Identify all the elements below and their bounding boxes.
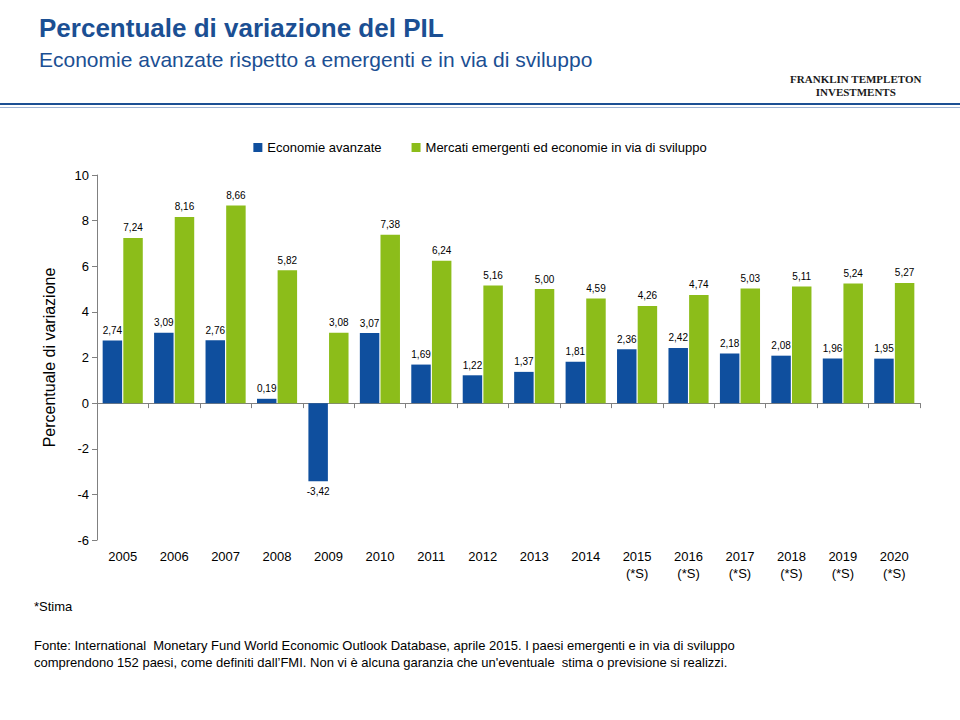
svg-text:2019: 2019	[828, 549, 857, 564]
svg-text:8,66: 8,66	[226, 190, 246, 201]
svg-text:1,69: 1,69	[411, 349, 431, 360]
svg-text:6,24: 6,24	[432, 245, 452, 256]
svg-text:5,82: 5,82	[278, 255, 298, 266]
svg-text:8,16: 8,16	[175, 201, 195, 212]
svg-text:0: 0	[82, 396, 89, 411]
svg-text:4,74: 4,74	[689, 279, 709, 290]
svg-text:Percentuale di variazione: Percentuale di variazione	[41, 268, 58, 448]
svg-text:1,96: 1,96	[823, 343, 843, 354]
svg-text:4,59: 4,59	[586, 283, 606, 294]
svg-text:Mercati emergenti ed economie: Mercati emergenti ed economie in via di …	[426, 140, 707, 155]
svg-text:-2: -2	[77, 441, 89, 456]
svg-text:4,26: 4,26	[638, 290, 658, 301]
svg-text:5,11: 5,11	[792, 271, 811, 282]
svg-text:comprendono 152 paesi, come de: comprendono 152 paesi, come definiti dal…	[34, 655, 727, 670]
svg-text:Fonte: International Monetary: Fonte: International Monetary Fund World…	[34, 638, 735, 653]
svg-text:2008: 2008	[263, 549, 292, 564]
svg-text:2007: 2007	[211, 549, 240, 564]
svg-text:FRANKLIN TEMPLETON: FRANKLIN TEMPLETON	[790, 73, 921, 85]
svg-text:1,37: 1,37	[514, 356, 534, 367]
svg-text:(*S): (*S)	[729, 566, 751, 581]
svg-text:2016: 2016	[674, 549, 703, 564]
svg-text:-4: -4	[77, 487, 89, 502]
svg-text:2017: 2017	[726, 549, 755, 564]
svg-text:2018: 2018	[777, 549, 806, 564]
svg-text:5,27: 5,27	[895, 267, 915, 278]
svg-text:2: 2	[82, 350, 89, 365]
svg-text:-6: -6	[77, 533, 89, 548]
svg-text:2010: 2010	[365, 549, 394, 564]
svg-text:2,36: 2,36	[617, 334, 637, 345]
svg-text:5,24: 5,24	[843, 268, 863, 279]
svg-text:*Stima: *Stima	[34, 599, 73, 614]
svg-text:2,76: 2,76	[206, 325, 226, 336]
svg-text:6: 6	[82, 259, 89, 274]
svg-text:1,95: 1,95	[874, 343, 894, 354]
svg-text:2,08: 2,08	[771, 340, 791, 351]
svg-text:2,74: 2,74	[103, 325, 123, 336]
svg-text:(*S): (*S)	[677, 566, 699, 581]
svg-text:2009: 2009	[314, 549, 343, 564]
svg-text:(*S): (*S)	[780, 566, 802, 581]
svg-text:(*S): (*S)	[832, 566, 854, 581]
svg-text:3,08: 3,08	[329, 317, 349, 328]
svg-text:0,19: 0,19	[257, 383, 277, 394]
svg-text:(*S): (*S)	[883, 566, 905, 581]
svg-text:Economie avanzate: Economie avanzate	[267, 140, 381, 155]
svg-text:2020: 2020	[880, 549, 909, 564]
svg-text:2011: 2011	[417, 549, 445, 564]
svg-text:-3,42: -3,42	[307, 486, 330, 497]
svg-text:2005: 2005	[108, 549, 137, 564]
svg-text:2015: 2015	[623, 549, 652, 564]
svg-text:5,03: 5,03	[741, 273, 761, 284]
svg-text:7,38: 7,38	[380, 219, 400, 230]
svg-text:2,42: 2,42	[668, 332, 688, 343]
svg-text:1,81: 1,81	[566, 346, 586, 357]
svg-text:(*S): (*S)	[626, 566, 648, 581]
svg-text:3,07: 3,07	[360, 318, 380, 329]
svg-text:5,16: 5,16	[483, 270, 503, 281]
svg-text:5,00: 5,00	[535, 274, 555, 285]
svg-text:2013: 2013	[520, 549, 549, 564]
svg-text:2014: 2014	[571, 549, 600, 564]
svg-text:Percentuale di variazione del: Percentuale di variazione del PIL	[39, 13, 444, 43]
svg-text:8: 8	[82, 213, 89, 228]
svg-text:3,09: 3,09	[154, 317, 174, 328]
svg-text:7,24: 7,24	[123, 222, 143, 233]
svg-text:Economie avanzate rispetto a e: Economie avanzate rispetto a emergenti e…	[39, 48, 592, 71]
svg-text:2012: 2012	[468, 549, 497, 564]
svg-text:1,22: 1,22	[463, 360, 483, 371]
svg-text:4: 4	[82, 304, 89, 319]
svg-text:2,18: 2,18	[720, 338, 740, 349]
svg-text:INVESTMENTS: INVESTMENTS	[816, 86, 896, 98]
svg-text:10: 10	[75, 168, 89, 183]
svg-text:2006: 2006	[160, 549, 189, 564]
